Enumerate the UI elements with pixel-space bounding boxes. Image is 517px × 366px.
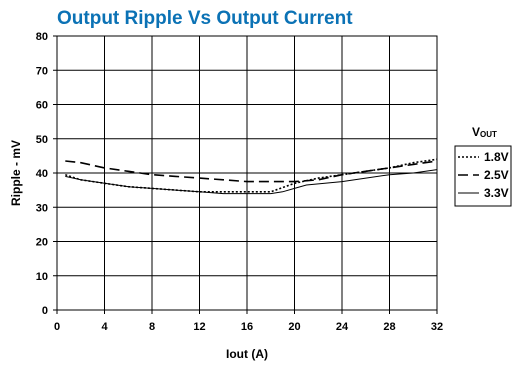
legend-title-main: V: [472, 125, 480, 139]
x-tick-label: 20: [288, 321, 300, 333]
y-tick-label: 70: [36, 65, 48, 77]
legend-title-sub: OUT: [480, 130, 497, 139]
y-tick-label: 30: [36, 202, 48, 214]
series-line-2: [65, 169, 438, 195]
legend: VOUT 1.8V 2.5V 3.3V: [454, 125, 512, 207]
y-tick-label: 10: [36, 271, 48, 283]
y-tick-label: 0: [42, 305, 48, 317]
x-tick-label: 0: [54, 321, 60, 333]
x-tick-label: 24: [336, 321, 349, 333]
x-tick-label: 32: [431, 321, 443, 333]
legend-label-0: 1.8V: [484, 150, 509, 164]
y-axis-label: Ripple - mV: [9, 140, 23, 206]
y-axis-ticks: 0 10 20 30 40 50 60 70 80: [36, 31, 57, 317]
legend-label-2: 3.3V: [484, 186, 509, 200]
x-tick-label: 16: [241, 321, 253, 333]
series-line-1: [65, 160, 438, 183]
legend-label-1: 2.5V: [484, 168, 509, 182]
y-tick-label: 50: [36, 134, 48, 146]
y-tick-label: 80: [36, 31, 48, 43]
y-tick-label: 20: [36, 237, 48, 249]
legend-title: VOUT: [472, 125, 497, 139]
x-tick-label: 12: [193, 321, 205, 333]
x-tick-label: 28: [383, 321, 395, 333]
x-tick-label: 8: [149, 321, 155, 333]
x-axis-label: Iout (A): [226, 347, 268, 361]
legend-box: [454, 145, 512, 207]
legend-items: 1.8V 2.5V 3.3V: [458, 150, 509, 200]
x-axis-ticks: 0 4 8 12 16 20 24 28 32: [54, 310, 443, 333]
y-tick-label: 60: [36, 100, 48, 112]
x-tick-label: 4: [101, 321, 108, 333]
y-tick-label: 40: [36, 168, 48, 180]
chart-title: Output Ripple Vs Output Current: [57, 8, 353, 29]
chart-grid: [56, 35, 438, 311]
series-group: [65, 158, 438, 195]
